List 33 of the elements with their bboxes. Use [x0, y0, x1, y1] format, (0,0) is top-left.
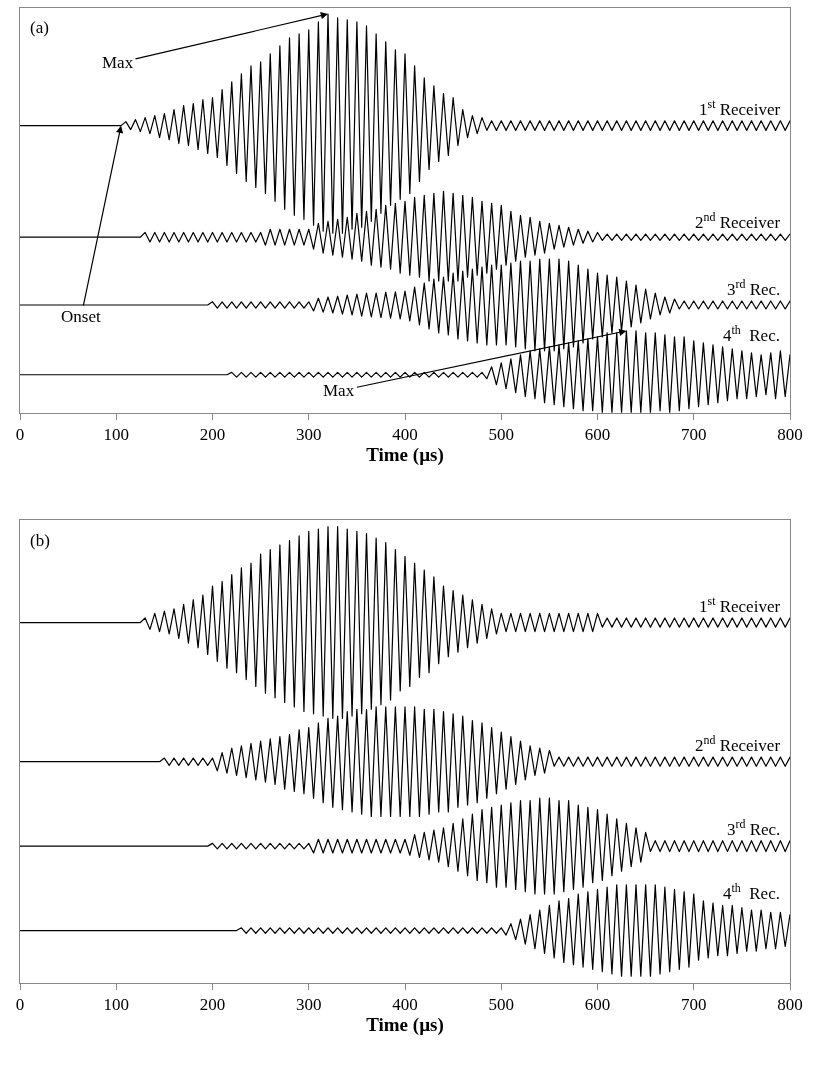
x-tick-label: 800 — [777, 425, 803, 445]
x-tick-label: 200 — [199, 425, 226, 445]
x-axis-title: Time (µs) — [366, 1014, 444, 1037]
annotation: Max — [323, 381, 355, 400]
annotation: (a) — [30, 18, 49, 37]
annotation: Max — [102, 53, 134, 72]
x-tick-label: 700 — [681, 995, 707, 1015]
x-tick-label: 300 — [296, 425, 322, 445]
x-tick-label: 100 — [103, 995, 129, 1015]
x-tick-label: 300 — [296, 995, 322, 1015]
x-tick-label: 600 — [584, 425, 611, 445]
x-tick-label: 0 — [15, 995, 25, 1015]
x-tick-label: 100 — [103, 425, 129, 445]
x-tick-label: 400 — [392, 995, 418, 1015]
x-tick-label: 400 — [392, 425, 418, 445]
series-label: 2$^{nd}$ Receiver — [695, 733, 781, 756]
x-tick-label: 500 — [488, 425, 514, 445]
x-tick-label: 800 — [777, 995, 803, 1015]
x-tick-label: 700 — [681, 425, 707, 445]
series-label: 1$^{st}$ Receiver — [699, 594, 781, 617]
series-label: 4$^{th}$ Rec. — [723, 323, 780, 346]
x-tick-label: 200 — [199, 995, 226, 1015]
x-axis-title: Time (µs) — [366, 444, 444, 467]
series-label: 1$^{st}$ Receiver — [699, 97, 781, 120]
series-label: 3$^{rd}$ Rec. — [727, 817, 781, 840]
annotation: (b) — [30, 531, 50, 550]
x-tick-label: 0 — [15, 425, 25, 445]
series-label: 2$^{nd}$ Receiver — [695, 210, 781, 233]
x-tick-label: 500 — [488, 995, 514, 1015]
x-tick-label: 600 — [584, 995, 611, 1015]
series-label: 3$^{rd}$ Rec. — [727, 277, 781, 300]
annotation: Onset — [61, 307, 101, 326]
series-label: 4$^{th}$ Rec. — [723, 881, 780, 904]
